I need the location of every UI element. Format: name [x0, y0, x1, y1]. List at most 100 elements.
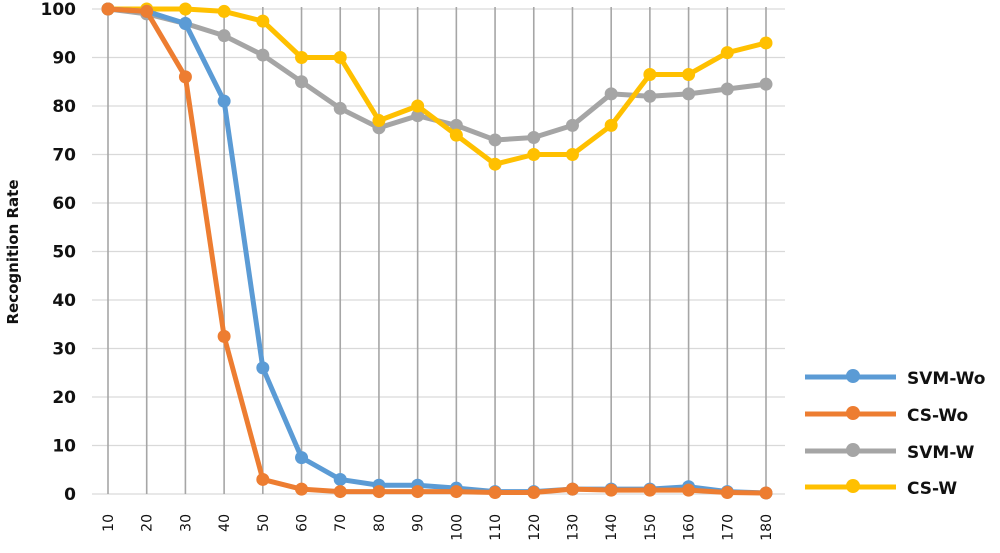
x-tick-label: 80 [372, 514, 388, 532]
legend-item: CS-Wo [805, 406, 968, 426]
data-point [720, 46, 734, 60]
data-point [178, 17, 192, 31]
x-tick-label: 100 [449, 514, 465, 541]
data-point [488, 486, 502, 500]
x-tick-label: 90 [411, 514, 427, 532]
data-point [256, 472, 270, 486]
legend-swatch-marker [846, 479, 860, 493]
data-point [682, 67, 696, 81]
data-point [643, 67, 657, 81]
data-point [333, 485, 347, 499]
data-point [101, 2, 115, 16]
legend-item: CS-W [805, 479, 957, 499]
data-point [411, 485, 425, 499]
legend-label: CS-W [907, 479, 957, 499]
x-tick-label: 150 [643, 514, 659, 541]
data-point [411, 109, 425, 123]
legend-label: SVM-Wo [907, 369, 985, 389]
legend-swatch-marker [846, 443, 860, 457]
legend-swatch-marker [846, 406, 860, 420]
data-point [178, 70, 192, 84]
data-point [720, 486, 734, 500]
data-point [295, 451, 309, 465]
x-tick-label: 130 [565, 514, 581, 541]
x-axis-ticks: 10 20 30 40 50 60 70 80 90 100 110 120 130 140 150 160 1… [101, 514, 775, 541]
y-tick-label: 100 [41, 0, 77, 20]
data-point [604, 483, 618, 497]
data-point [759, 486, 773, 500]
data-point [295, 51, 309, 64]
data-point [333, 472, 347, 486]
x-tick-label: 180 [759, 514, 775, 541]
data-point [256, 361, 270, 375]
y-tick-label: 10 [52, 437, 76, 457]
data-point [256, 48, 270, 62]
legend-item: SVM-Wo [805, 369, 985, 389]
data-point [643, 89, 657, 103]
legend-item: SVM-W [805, 443, 975, 463]
series-cs-wo [101, 2, 773, 500]
x-tick-label: 70 [333, 514, 349, 532]
x-tick-label: 110 [488, 514, 504, 541]
y-tick-label: 20 [52, 388, 76, 408]
y-tick-label: 80 [52, 97, 76, 117]
data-point [682, 87, 696, 101]
x-tick-label: 140 [604, 514, 620, 541]
data-point [527, 486, 541, 500]
legend-swatch-marker [846, 369, 860, 383]
data-point [643, 483, 657, 497]
x-tick-label: 120 [527, 514, 543, 541]
data-point [488, 157, 502, 171]
y-axis-label: Recognition Rate [4, 179, 22, 324]
grid-lines [92, 7, 785, 495]
x-tick-label: 160 [682, 514, 698, 541]
data-series [101, 2, 773, 500]
y-tick-label: 70 [52, 146, 76, 166]
x-tick-label: 60 [295, 514, 311, 532]
legend-label: CS-Wo [907, 406, 968, 426]
data-point [449, 485, 463, 499]
data-point [333, 101, 347, 115]
data-point [449, 118, 463, 132]
data-point [527, 131, 541, 145]
y-tick-label: 40 [52, 291, 76, 311]
data-point [372, 114, 386, 128]
legend-label: SVM-W [907, 443, 975, 463]
y-tick-label: 0 [64, 485, 76, 505]
x-tick-label: 10 [101, 514, 117, 532]
y-tick-label: 60 [52, 194, 76, 214]
data-point [449, 128, 463, 142]
data-point [604, 118, 618, 132]
data-point [565, 118, 579, 132]
data-point [178, 2, 192, 16]
data-point [759, 36, 773, 50]
data-point [372, 485, 386, 499]
data-point [217, 4, 231, 18]
data-point [295, 75, 309, 89]
data-point [565, 148, 579, 161]
data-point [411, 99, 425, 113]
series-cs-w [101, 2, 773, 171]
data-point [217, 29, 231, 43]
data-point [295, 482, 309, 496]
x-tick-label: 40 [217, 514, 233, 532]
data-point [140, 4, 154, 18]
data-point [256, 14, 270, 28]
y-tick-label: 90 [52, 49, 76, 69]
y-tick-label: 50 [52, 243, 76, 263]
y-axis-ticks: 0 10 20 30 40 50 60 70 80 90 100 [41, 0, 77, 505]
y-tick-label: 30 [52, 340, 76, 360]
data-point [527, 148, 541, 161]
x-tick-label: 20 [140, 514, 156, 532]
x-tick-label: 50 [256, 514, 272, 532]
data-point [217, 94, 231, 108]
data-point [565, 482, 579, 496]
data-point [333, 51, 347, 64]
data-point [759, 77, 773, 91]
x-tick-label: 30 [178, 514, 194, 532]
legend: SVM-Wo CS-Wo SVM-W CS-W [805, 369, 985, 499]
data-point [217, 329, 231, 343]
x-tick-label: 170 [720, 514, 736, 541]
data-point [720, 82, 734, 96]
